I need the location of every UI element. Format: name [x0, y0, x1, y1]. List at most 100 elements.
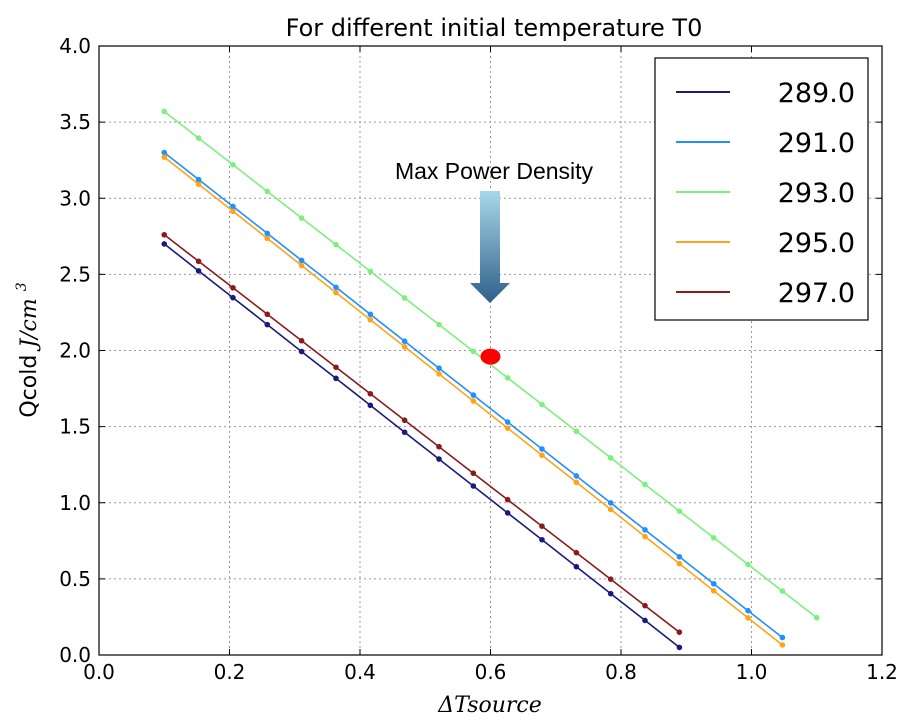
data-point [161, 154, 168, 160]
y-tick-labels: 0.0 0.5 1.0 1.5 2.0 2.5 3.0 3.5 4.0 [59, 34, 91, 667]
annotation-arrow [470, 191, 510, 303]
data-point [676, 553, 683, 560]
data-point [367, 402, 374, 409]
legend-item: 297.0 [676, 278, 855, 309]
ticks [98, 45, 883, 656]
data-point [333, 284, 339, 291]
legend: 289.0 291.0 293.0 295.0 297.0 [654, 57, 869, 321]
data-point [504, 425, 511, 431]
legend-item: 293.0 [676, 178, 855, 209]
y-tick-label: 1.5 [59, 415, 91, 439]
y-tick-label: 0.0 [59, 643, 91, 667]
y-tick-label: 3.5 [59, 110, 91, 134]
data-point [745, 615, 751, 621]
data-point [195, 258, 202, 265]
data-point [642, 533, 648, 540]
legend-label: 297.0 [778, 278, 855, 309]
data-point [401, 344, 408, 350]
series-297.0 [161, 231, 683, 635]
data-point [573, 479, 580, 486]
data-point [813, 614, 820, 621]
data-point [470, 398, 477, 404]
x-tick-label: 0.4 [344, 660, 376, 684]
data-point [367, 316, 374, 323]
y-tick-label: 4.0 [59, 34, 91, 58]
data-point [436, 321, 442, 328]
data-point [676, 560, 683, 567]
data-point [264, 311, 271, 318]
data-point [470, 470, 477, 477]
y-axis-label-unit: J/cm [17, 298, 42, 351]
data-point [367, 268, 374, 275]
x-tick-label: 1.0 [736, 660, 768, 684]
y-tick-label: 0.5 [59, 567, 91, 591]
data-point [539, 523, 545, 529]
x-tick-labels: 0.0 0.2 0.4 0.6 0.8 1.0 1.2 [83, 660, 898, 684]
legend-items: 289.0 291.0 293.0 295.0 297.0 [676, 78, 855, 309]
data-point [298, 262, 305, 269]
data-point [779, 642, 786, 648]
data-point [642, 617, 648, 624]
data-point [436, 371, 442, 377]
x-tick-label: 0.6 [475, 660, 507, 684]
data-point [264, 230, 271, 237]
data-point [470, 483, 477, 489]
data-point [230, 203, 236, 210]
y-axis-label-text: Qcold [17, 355, 42, 418]
data-point [230, 161, 236, 168]
y-tick-label: 2.0 [59, 339, 91, 363]
data-point [195, 135, 202, 141]
y-tick-label: 2.5 [59, 262, 91, 286]
x-tick-label: 0.2 [214, 660, 246, 684]
data-point [333, 375, 339, 382]
data-point [504, 510, 511, 516]
legend-item: 289.0 [676, 78, 855, 109]
data-point [745, 561, 751, 568]
data-point [539, 401, 545, 408]
data-point [642, 481, 648, 488]
series-291.0 [161, 149, 786, 641]
data-point [298, 257, 305, 264]
series-line [163, 243, 680, 649]
y-axis-label-exp: 3 [14, 282, 30, 291]
data-point [367, 390, 374, 397]
data-point [642, 602, 648, 609]
legend-label: 291.0 [778, 128, 855, 159]
data-point [401, 338, 408, 345]
series-295.0 [161, 154, 786, 648]
legend-item: 295.0 [676, 228, 855, 259]
data-point [573, 473, 580, 479]
data-point [264, 321, 271, 328]
data-point [607, 455, 614, 461]
chart-title: For different initial temperature T0 [286, 14, 703, 42]
data-point [573, 428, 580, 434]
data-point [539, 446, 545, 452]
data-point [504, 375, 511, 381]
series-293.0 [161, 108, 820, 621]
data-point [779, 634, 786, 641]
data-point [607, 500, 614, 506]
data-point [333, 364, 339, 371]
data-point [298, 348, 305, 355]
data-point [401, 295, 408, 301]
data-point [161, 108, 168, 115]
legend-frame [654, 57, 869, 321]
data-point [573, 563, 580, 570]
y-tick-label: 1.0 [59, 491, 91, 515]
series-layer [161, 108, 820, 651]
data-point [539, 536, 545, 543]
data-point [710, 534, 717, 541]
data-point [161, 231, 168, 238]
data-point [230, 284, 236, 291]
annotation: Max Power Density [395, 158, 594, 365]
data-point [676, 629, 683, 635]
data-point [333, 289, 339, 296]
data-point [161, 149, 168, 156]
data-point [230, 294, 236, 301]
data-point [745, 607, 751, 614]
series-line [163, 110, 818, 619]
legend-label: 289.0 [778, 78, 855, 109]
x-tick-label: 0.0 [83, 660, 115, 684]
y-tick-label: 3.0 [59, 186, 91, 210]
data-point [195, 268, 202, 274]
